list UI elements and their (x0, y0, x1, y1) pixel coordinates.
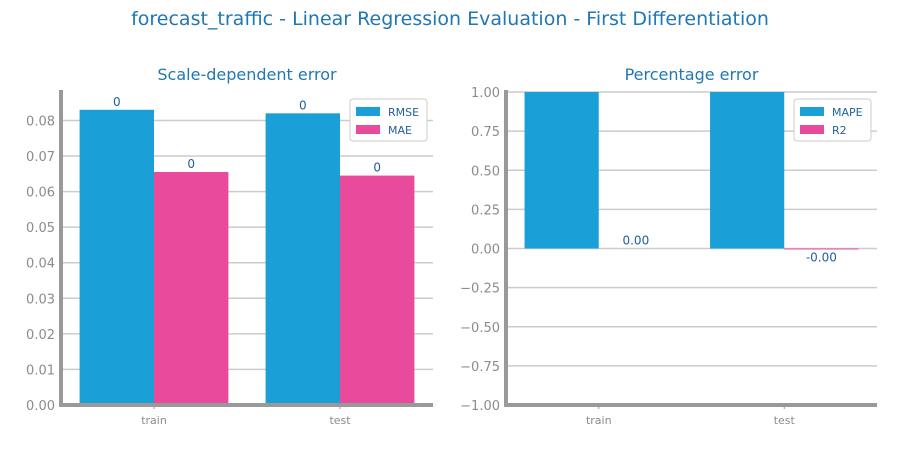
bar-rmse-test (265, 113, 340, 405)
y-tick-label: 0.50 (471, 164, 500, 179)
x-tick-label: train (586, 414, 612, 427)
y-tick-label: 0.03 (26, 292, 55, 307)
legend-label-rmse: RMSE (388, 106, 419, 119)
data-label: 0.00 (622, 234, 649, 248)
data-label: 0 (373, 161, 381, 175)
legend: MAPE R2 (793, 98, 872, 142)
y-tick-label: 0.02 (26, 328, 55, 343)
y-tick-label: 0.04 (26, 257, 55, 272)
x-tick-label: train (141, 414, 167, 427)
legend-label-mae: MAE (388, 124, 412, 137)
x-tick-label: test (329, 414, 351, 427)
legend-swatch-rmse (356, 107, 380, 116)
percentage-error-chart: Percentage error −1.00 −0.75 −0.50 −0.25 0.00… (460, 65, 877, 427)
y-tick-label: 0.75 (471, 125, 500, 140)
y-tick-label: −0.50 (460, 321, 500, 336)
y-tick-label: 0.07 (26, 150, 55, 165)
y-tick-label: −0.75 (460, 360, 500, 375)
bar-mae-test (340, 175, 415, 405)
y-tick-label: −0.25 (460, 282, 500, 297)
legend-swatch-r2 (800, 125, 824, 134)
y-tick-label: −1.00 (460, 399, 500, 414)
legend-label-mape: MAPE (832, 106, 863, 119)
legend: RMSE MAE (349, 98, 428, 142)
bar-r2-test (784, 248, 859, 250)
data-label: 0 (113, 95, 121, 109)
legend-swatch-mae (356, 125, 380, 134)
data-label: -0.00 (806, 250, 837, 264)
legend-swatch-mape (800, 107, 824, 116)
bar-mape-train (524, 92, 599, 249)
chart-title: Scale-dependent error (157, 65, 337, 84)
y-tick-label: 0.00 (471, 243, 500, 258)
bar-rmse-train (79, 109, 154, 405)
bar-mape-test (710, 92, 785, 249)
chart-title: Percentage error (625, 65, 759, 84)
data-label: 0 (299, 98, 307, 112)
figure-title: forecast_traffic - Linear Regression Eva… (131, 8, 769, 30)
y-tick-label: 0.00 (26, 399, 55, 414)
data-label: 0 (187, 157, 195, 171)
bar-mae-train (154, 172, 229, 405)
y-tick-label: 0.25 (471, 203, 500, 218)
y-tick-label: 0.05 (26, 221, 55, 236)
scale-dependent-error-chart: Scale-dependent error 0.00 0.01 0.02 0.03 0.0… (26, 65, 433, 427)
legend-label-r2: R2 (832, 124, 847, 137)
y-tick-label: 0.01 (26, 363, 55, 378)
y-tick-label: 1.00 (471, 86, 500, 101)
y-tick-label: 0.08 (26, 114, 55, 129)
y-tick-label: 0.06 (26, 186, 55, 201)
x-tick-label: test (774, 414, 796, 427)
